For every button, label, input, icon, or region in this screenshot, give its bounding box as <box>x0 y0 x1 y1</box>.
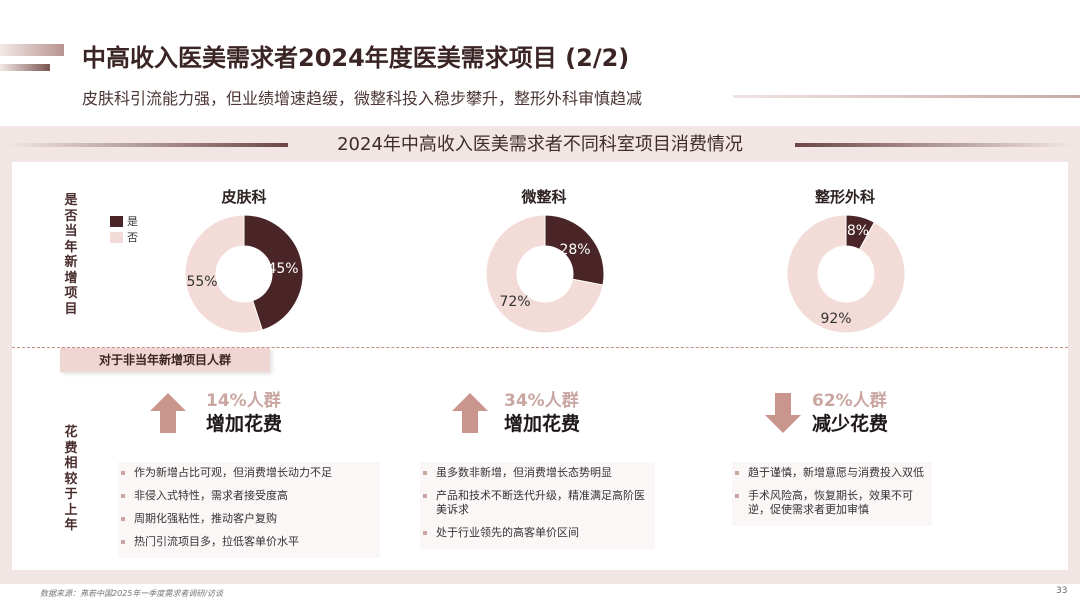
non-new-project-tag: 对于非当年新增项目人群 <box>60 348 270 372</box>
spend-pct-dermatology: 14%人群 <box>206 391 281 411</box>
legend-swatch-yes <box>110 215 123 227</box>
list-item: 手术风险高，恢复期长，效果不可逆，促使需求者更加审慎 <box>732 489 928 517</box>
spend-action-dermatology: 增加花费 <box>206 413 283 435</box>
list-item: 处于行业领先的高客单价区间 <box>420 526 655 540</box>
list-item: 热门引流项目多，拉低客单价水平 <box>118 535 380 549</box>
header-decor-bar <box>0 44 64 56</box>
row-label-new-project: 是否当年新增项目 <box>64 193 78 317</box>
list-item: 非侵入式特性，需求者接受度高 <box>118 489 380 503</box>
chart-title-dermatology: 皮肤科 <box>221 188 267 206</box>
bullet-list-plastic-surgery: 趋于谨慎，新增意愿与消费投入双低 手术风险高，恢复期长，效果不可逆，促使需求者更… <box>732 462 932 526</box>
donut-label-plastic-surgery-no: 92% <box>820 311 851 327</box>
donut-slice-dermatology-no <box>184 214 263 334</box>
donut-label-microplastic-no: 72% <box>499 294 530 310</box>
list-item: 周期化强粘性，推动客户复购 <box>118 512 380 526</box>
spend-action-microplastic: 增加花费 <box>504 413 581 435</box>
section-title: 2024年中高收入医美需求者不同科室项目消费情况 <box>337 134 743 155</box>
chart-legend: 是 否 <box>110 213 138 245</box>
donut-slice-plastic-surgery-no <box>786 214 906 334</box>
spend-pct-plastic-surgery: 62%人群 <box>812 391 887 411</box>
arrow-up-icon <box>452 393 488 433</box>
donut-slice-dermatology-yes <box>243 214 304 331</box>
legend-item-no: 否 <box>110 229 138 245</box>
arrow-up-icon <box>150 393 186 433</box>
legend-item-yes: 是 <box>110 213 138 229</box>
chart-title-plastic-surgery: 整形外科 <box>814 188 875 206</box>
list-item: 作为新增占比可观，但消费增长动力不足 <box>118 466 380 480</box>
bullet-list-microplastic: 虽多数非新增，但消费增长态势明显 产品和技术不断迭代升级，精准满足高阶医美诉求 … <box>420 462 655 549</box>
list-item: 趋于谨慎，新增意愿与消费投入双低 <box>732 466 928 480</box>
donut-slice-microplastic-yes <box>544 214 605 286</box>
list-item: 虽多数非新增，但消费增长态势明显 <box>420 466 655 480</box>
donut-slice-microplastic-no <box>485 214 604 334</box>
subtitle-underline <box>733 95 1080 98</box>
donut-label-microplastic-yes: 28% <box>559 242 590 258</box>
page-subtitle: 皮肤科引流能力强，但业绩增速趋缓，微整科投入稳步攀升，整形外科审慎趋减 <box>82 89 643 108</box>
spend-pct-microplastic: 34%人群 <box>504 391 579 411</box>
spend-action-plastic-surgery: 减少花费 <box>812 413 889 435</box>
header-decor-bar-small <box>0 64 50 71</box>
arrow-down-icon <box>765 393 801 433</box>
legend-label-no: 否 <box>127 231 138 244</box>
list-item: 产品和技术不断迭代升级，精准满足高阶医美诉求 <box>420 489 655 517</box>
donut-label-dermatology-no: 55% <box>186 274 217 290</box>
legend-swatch-no <box>110 231 123 243</box>
page-title: 中高收入医美需求者2024年度医美需求项目 (2/2) <box>82 44 630 72</box>
source-note: 数据来源：弗若中国2025年一季度需求者调研/访谈 <box>40 589 224 598</box>
page-number: 33 <box>1056 586 1068 596</box>
donut-label-plastic-surgery-yes: 8% <box>847 223 869 239</box>
legend-label-yes: 是 <box>127 215 138 228</box>
row-label-spend-change: 花费相较于上年 <box>64 425 78 533</box>
row-divider <box>12 347 1068 348</box>
section-title-line-right <box>795 143 1073 147</box>
bullet-list-dermatology: 作为新增占比可观，但消费增长动力不足 非侵入式特性，需求者接受度高 周期化强粘性… <box>118 462 380 558</box>
section-title-line-left <box>8 143 288 147</box>
chart-title-microplastic: 微整科 <box>521 188 567 206</box>
donut-label-dermatology-yes: 45% <box>267 261 298 277</box>
